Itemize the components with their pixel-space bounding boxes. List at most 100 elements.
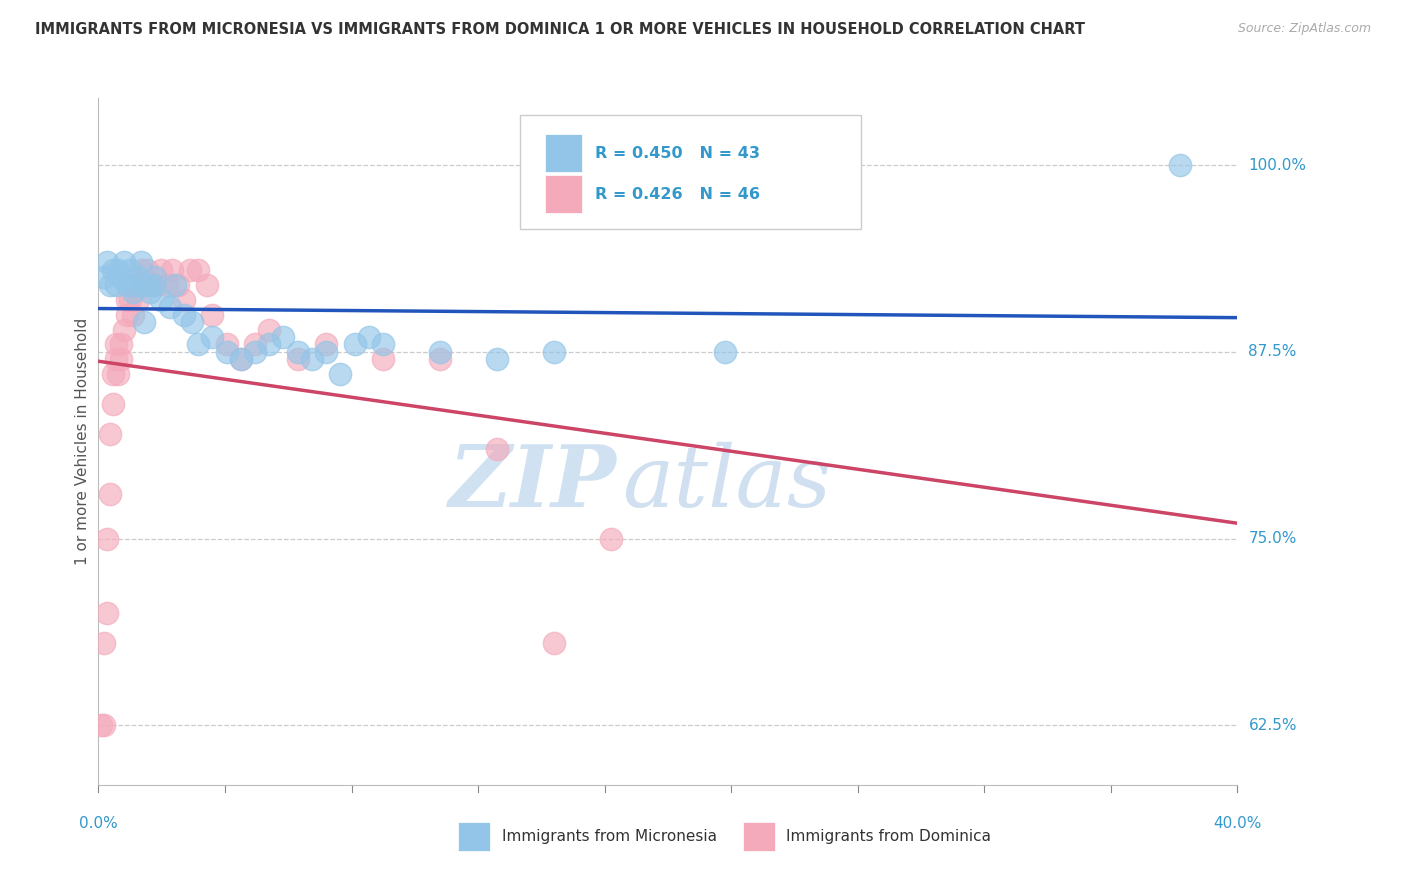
- Point: [486, 352, 509, 367]
- Point: [156, 277, 179, 292]
- Point: [373, 352, 395, 367]
- Point: [118, 262, 141, 277]
- FancyBboxPatch shape: [546, 134, 582, 172]
- Point: [98, 427, 121, 442]
- Text: Immigrants from Micronesia: Immigrants from Micronesia: [502, 829, 717, 844]
- Point: [229, 352, 252, 367]
- Text: Immigrants from Dominica: Immigrants from Dominica: [786, 829, 991, 844]
- Point: [179, 262, 201, 277]
- Point: [121, 308, 143, 322]
- Point: [287, 345, 309, 359]
- Point: [110, 270, 132, 285]
- Point: [135, 262, 157, 277]
- Point: [187, 337, 209, 351]
- Point: [101, 397, 124, 411]
- Point: [104, 352, 127, 367]
- Point: [714, 345, 737, 359]
- Point: [107, 368, 129, 382]
- Text: 62.5%: 62.5%: [1249, 718, 1296, 732]
- Point: [124, 277, 146, 292]
- Text: 100.0%: 100.0%: [1249, 158, 1306, 173]
- Point: [315, 345, 337, 359]
- Point: [124, 277, 146, 292]
- Point: [127, 270, 149, 285]
- FancyBboxPatch shape: [520, 115, 862, 228]
- Point: [543, 345, 565, 359]
- Y-axis label: 1 or more Vehicles in Household: 1 or more Vehicles in Household: [75, 318, 90, 566]
- Point: [96, 532, 118, 546]
- Point: [110, 352, 132, 367]
- Point: [141, 277, 163, 292]
- Point: [343, 337, 366, 351]
- Point: [181, 315, 204, 329]
- Point: [96, 607, 118, 621]
- Point: [115, 277, 138, 292]
- Point: [104, 277, 127, 292]
- Point: [93, 270, 115, 285]
- Text: IMMIGRANTS FROM MICRONESIA VS IMMIGRANTS FROM DOMINICA 1 OR MORE VEHICLES IN HOU: IMMIGRANTS FROM MICRONESIA VS IMMIGRANTS…: [35, 22, 1085, 37]
- Point: [329, 368, 352, 382]
- Point: [543, 636, 565, 650]
- Point: [98, 487, 121, 501]
- Text: 87.5%: 87.5%: [1249, 344, 1296, 359]
- Point: [90, 718, 112, 732]
- Point: [118, 293, 141, 307]
- Point: [315, 337, 337, 351]
- Point: [162, 262, 184, 277]
- Point: [150, 293, 173, 307]
- FancyBboxPatch shape: [742, 822, 775, 851]
- Point: [98, 277, 121, 292]
- Point: [112, 255, 135, 269]
- Point: [101, 368, 124, 382]
- Point: [138, 285, 160, 300]
- Point: [129, 262, 152, 277]
- Point: [259, 337, 281, 351]
- Point: [429, 352, 451, 367]
- Point: [373, 337, 395, 351]
- Point: [215, 337, 238, 351]
- Point: [201, 308, 224, 322]
- Point: [138, 277, 160, 292]
- Text: 0.0%: 0.0%: [79, 815, 118, 830]
- Point: [243, 337, 266, 351]
- Point: [357, 330, 380, 344]
- Text: ZIP: ZIP: [449, 441, 617, 524]
- Point: [287, 352, 309, 367]
- FancyBboxPatch shape: [458, 822, 491, 851]
- Point: [165, 277, 187, 292]
- Text: 40.0%: 40.0%: [1213, 815, 1261, 830]
- Point: [173, 308, 195, 322]
- Point: [115, 293, 138, 307]
- Point: [132, 315, 155, 329]
- Point: [110, 337, 132, 351]
- Text: 75.0%: 75.0%: [1249, 531, 1296, 546]
- Point: [107, 262, 129, 277]
- Point: [145, 277, 167, 292]
- Point: [132, 277, 155, 292]
- Point: [121, 285, 143, 300]
- Point: [96, 255, 118, 269]
- Point: [301, 352, 323, 367]
- Point: [93, 636, 115, 650]
- Point: [104, 337, 127, 351]
- Point: [1170, 158, 1192, 172]
- Point: [173, 293, 195, 307]
- Point: [127, 293, 149, 307]
- Point: [167, 277, 190, 292]
- Point: [135, 277, 157, 292]
- Text: R = 0.426   N = 46: R = 0.426 N = 46: [595, 186, 761, 202]
- Point: [187, 262, 209, 277]
- Point: [201, 330, 224, 344]
- Point: [486, 442, 509, 456]
- Point: [93, 718, 115, 732]
- Point: [145, 270, 167, 285]
- Point: [229, 352, 252, 367]
- Point: [273, 330, 295, 344]
- Point: [259, 322, 281, 336]
- Point: [129, 255, 152, 269]
- Point: [115, 308, 138, 322]
- Text: Source: ZipAtlas.com: Source: ZipAtlas.com: [1237, 22, 1371, 36]
- Point: [195, 277, 218, 292]
- Point: [600, 532, 623, 546]
- FancyBboxPatch shape: [546, 176, 582, 213]
